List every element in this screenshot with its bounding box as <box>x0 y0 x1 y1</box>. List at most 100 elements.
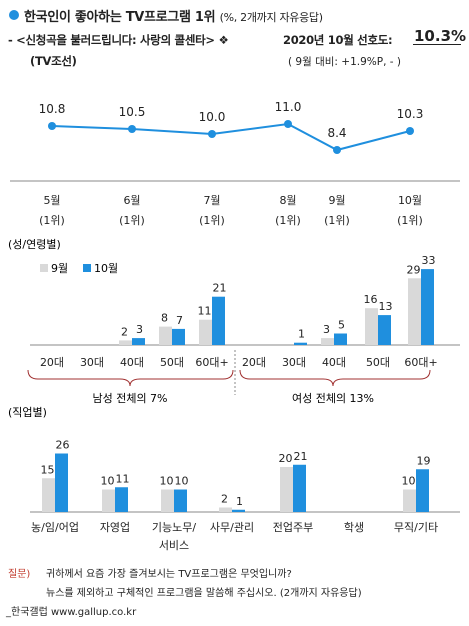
month-label: 7월 <box>203 194 220 207</box>
trend-value-label: 8.4 <box>327 126 346 140</box>
rank-label: (1위) <box>324 214 350 227</box>
bar-oct <box>378 315 391 345</box>
bar-sept-label: 3 <box>323 323 330 336</box>
trend-value-label: 10.5 <box>119 105 146 119</box>
bar-sept <box>219 507 232 512</box>
bar-sept <box>42 478 55 512</box>
bar-sept <box>321 338 334 345</box>
job-category-label: 전업주부 <box>273 521 313 534</box>
bar-sept-label: 8 <box>161 312 168 325</box>
bar-oct-label: 26 <box>56 439 70 452</box>
bar-sept <box>102 489 115 512</box>
bar-sept <box>280 467 293 512</box>
bar-oct <box>421 269 434 345</box>
bar-oct-label: 7 <box>176 314 183 327</box>
month-label: 9월 <box>328 194 345 207</box>
trend-point <box>128 125 136 133</box>
rank-label: (1위) <box>39 214 65 227</box>
trend-point <box>284 120 292 128</box>
bar-sept-label: 20 <box>279 452 293 465</box>
bar-sept <box>403 489 416 512</box>
source-credit: _한국갤럽 www.gallup.co.kr <box>6 607 137 618</box>
bar-sept <box>199 319 212 345</box>
rank-label: (1위) <box>119 214 145 227</box>
rate-label: 2020년 10월 선호도: <box>283 33 393 47</box>
bar-oct <box>416 469 429 512</box>
rate-value: 10.3% <box>414 27 467 45</box>
age-category-label: 40대 <box>120 356 144 369</box>
male-group-label: 남성 전체의 7% <box>92 392 167 405</box>
trend-value-label: 10.0 <box>199 110 226 124</box>
title-note: (%, 2개까지 자유응답) <box>219 11 323 24</box>
bar-sept <box>408 278 421 345</box>
month-label: 8월 <box>279 194 296 207</box>
age-category-label: 20대 <box>242 356 266 369</box>
bar-sept <box>365 308 378 345</box>
age-category-label: 30대 <box>80 356 104 369</box>
broadcaster: (TV조선) <box>30 54 77 68</box>
program-name: - <신청곡을 불러드립니다: 사랑의 콜센타> ❖ <box>8 33 229 47</box>
page-title: 한국인이 좋아하는 TV프로그램 1위 (%, 2개까지 자유응답) <box>24 6 323 25</box>
age-category-label: 40대 <box>322 356 346 369</box>
bar-oct-label: 21 <box>213 282 227 295</box>
bar-oct-label: 3 <box>136 323 143 336</box>
question-line-2: 뉴스를 제외하고 구체적인 프로그램을 말씀해 주십시오. (2개까지 자유응답… <box>46 588 362 599</box>
bar-oct <box>174 489 187 512</box>
age-category-label: 60대+ <box>195 356 228 369</box>
trend-value-label: 10.3 <box>397 107 424 121</box>
bar-oct-label: 1 <box>298 328 305 341</box>
bar-sept-label: 10 <box>402 475 416 488</box>
legend-oct-label: 10월 <box>94 262 118 275</box>
female-group-label: 여성 전체의 13% <box>292 392 374 405</box>
legend-sept-label: 9월 <box>51 262 68 275</box>
bar-oct-label: 11 <box>116 472 130 485</box>
job-category-label: 무직/기타 <box>394 521 438 534</box>
bar-oct-label: 21 <box>294 450 308 463</box>
change-note: ( 9월 대비: +1.9%P, - ) <box>288 56 402 68</box>
legend-oct-swatch <box>83 264 91 272</box>
legend-sept-swatch <box>40 264 48 272</box>
trend-chart: 10.8 5월 (1위) 10.5 6월 (1위) 10.0 7월 (1위) 11.0 8월 (1위)… <box>10 100 460 227</box>
bar-oct <box>294 342 307 345</box>
bar-oct <box>172 328 185 345</box>
rank-label: (1위) <box>397 214 423 227</box>
question-label: 질문) <box>8 569 31 580</box>
trend-point <box>406 127 414 135</box>
month-label: 6월 <box>123 194 140 207</box>
bar-oct-label: 10 <box>175 475 189 488</box>
bar-sept-label: 16 <box>364 293 378 306</box>
trend-point <box>333 146 341 154</box>
bar-oct <box>132 338 145 345</box>
demo-section-title: (성/연령별) <box>8 238 61 251</box>
trend-value-label: 11.0 <box>275 100 302 114</box>
job-category-label: 사무/관리 <box>210 521 254 534</box>
bar-sept <box>161 489 174 512</box>
rank-label: (1위) <box>199 214 225 227</box>
bar-oct <box>55 453 68 512</box>
job-category-label: 기능노무/ <box>152 521 196 534</box>
trend-point <box>48 122 56 130</box>
male-bracket <box>27 369 234 387</box>
bar-sept-label: 2 <box>121 325 128 338</box>
bar-sept-label: 15 <box>41 463 55 476</box>
rate-underline <box>413 44 461 45</box>
bar-oct-label: 19 <box>417 454 431 467</box>
bar-sept-label: 10 <box>101 475 115 488</box>
bar-sept-label: 29 <box>407 263 421 276</box>
bar-oct <box>232 509 245 512</box>
age-category-label: 50대 <box>366 356 390 369</box>
month-label: 5월 <box>43 194 60 207</box>
bar-oct-label: 13 <box>379 300 393 313</box>
bar-oct-label: 1 <box>236 495 243 508</box>
age-category-label: 30대 <box>282 356 306 369</box>
bar-oct-label: 5 <box>338 319 345 332</box>
job-category-label: 자영업 <box>100 521 130 534</box>
bar-oct <box>212 296 225 345</box>
title-text: 한국인이 좋아하는 TV프로그램 1위 <box>24 10 216 25</box>
question-line-1: 귀하께서 요즘 가장 즐겨보시는 TV프로그램은 무엇입니까? <box>46 569 292 580</box>
month-label: 10월 <box>398 194 422 207</box>
job-category-label: 학생 <box>344 521 364 534</box>
bar-sept-label: 11 <box>198 305 212 318</box>
